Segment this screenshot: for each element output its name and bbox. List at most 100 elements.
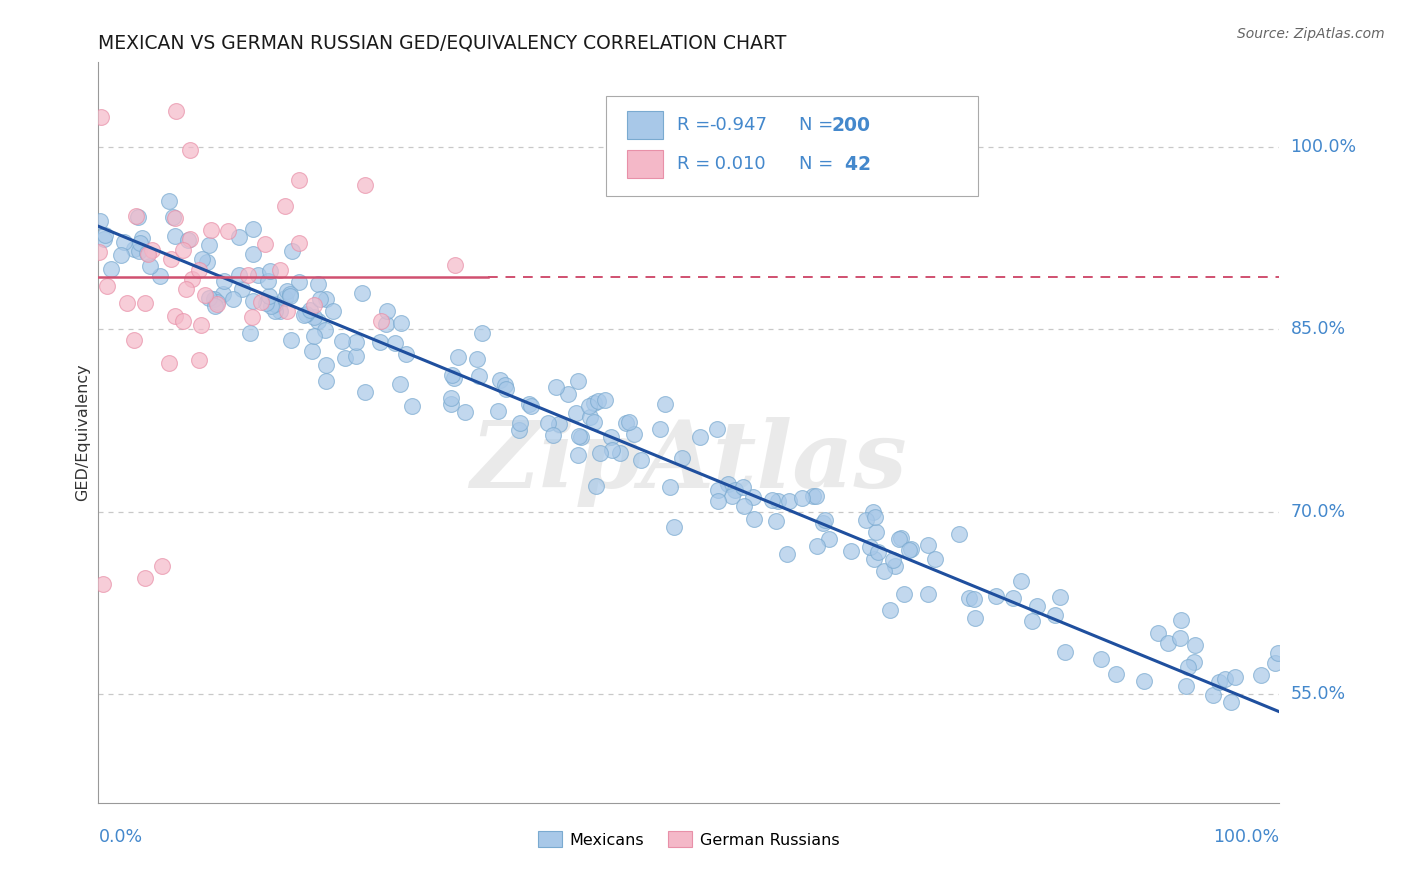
Point [541,428,564,442]
Point [134,571,156,585]
Point [517,397,540,411]
Point [865,524,887,539]
Point [720,489,742,503]
Point [689,429,711,443]
Point [872,564,894,578]
Point [236,268,259,282]
Point [131,231,153,245]
Point [537,416,560,430]
Point [778,494,800,508]
Point [619,415,641,429]
Point [839,544,862,558]
Point [211,287,233,301]
Point [136,247,159,261]
Point [148,268,170,283]
Text: N =: N = [800,155,839,173]
Point [110,248,132,262]
Text: ZipAtlas: ZipAtlas [471,417,907,508]
Point [707,493,730,508]
Point [141,243,163,257]
Point [546,380,568,394]
Point [468,368,491,383]
Point [924,551,946,566]
Point [294,308,316,322]
Point [260,299,283,313]
Point [240,310,263,324]
Point [269,263,291,277]
Point [163,211,186,225]
Text: R =: R = [678,116,716,135]
Point [330,334,353,349]
Point [948,527,970,541]
Point [91,577,114,591]
Point [567,374,589,388]
Point [87,244,110,259]
Point [276,303,298,318]
Point [274,199,297,213]
Point [1090,652,1112,666]
Point [600,443,623,458]
Point [731,480,754,494]
Point [1049,590,1071,604]
Point [315,358,337,372]
Point [465,351,488,366]
Point [568,428,591,442]
Point [202,292,225,306]
Text: 0.010: 0.010 [710,155,766,173]
Point [205,297,228,311]
Point [112,235,135,249]
Point [150,559,173,574]
Point [548,417,571,431]
Point [1146,626,1168,640]
Point [614,416,637,430]
Point [898,542,921,557]
Point [172,314,194,328]
Point [165,229,187,244]
Point [900,542,922,557]
Point [447,351,470,365]
Point [200,223,222,237]
Point [569,430,592,444]
Point [94,228,117,243]
Point [191,252,214,266]
Point [301,343,323,358]
Point [1105,667,1128,681]
Point [862,552,884,566]
Point [370,314,392,328]
Point [790,491,813,505]
Point [494,378,516,392]
Point [557,387,579,401]
Point [205,294,228,309]
Point [1220,695,1243,709]
Point [801,489,824,503]
Point [495,382,517,396]
Point [257,275,280,289]
Point [520,399,543,413]
Point [1264,656,1286,670]
Point [1208,675,1230,690]
Point [585,479,607,493]
Point [135,246,157,260]
Text: 42: 42 [832,154,870,174]
Point [1002,591,1025,606]
Point [384,336,406,351]
Text: 100.0%: 100.0% [1291,138,1357,156]
Point [879,603,901,617]
Point [582,396,605,410]
Point [160,252,183,267]
Point [443,371,465,385]
Point [567,448,589,462]
Point [228,268,250,282]
Point [165,103,187,118]
Point [868,545,890,559]
Point [165,309,187,323]
Point [221,293,243,307]
Text: Source: ZipAtlas.com: Source: ZipAtlas.com [1237,27,1385,41]
Point [623,426,645,441]
Point [441,368,464,382]
Point [1053,644,1076,658]
Point [217,224,239,238]
Text: 200: 200 [832,116,870,135]
Point [228,230,250,244]
Point [509,417,531,431]
